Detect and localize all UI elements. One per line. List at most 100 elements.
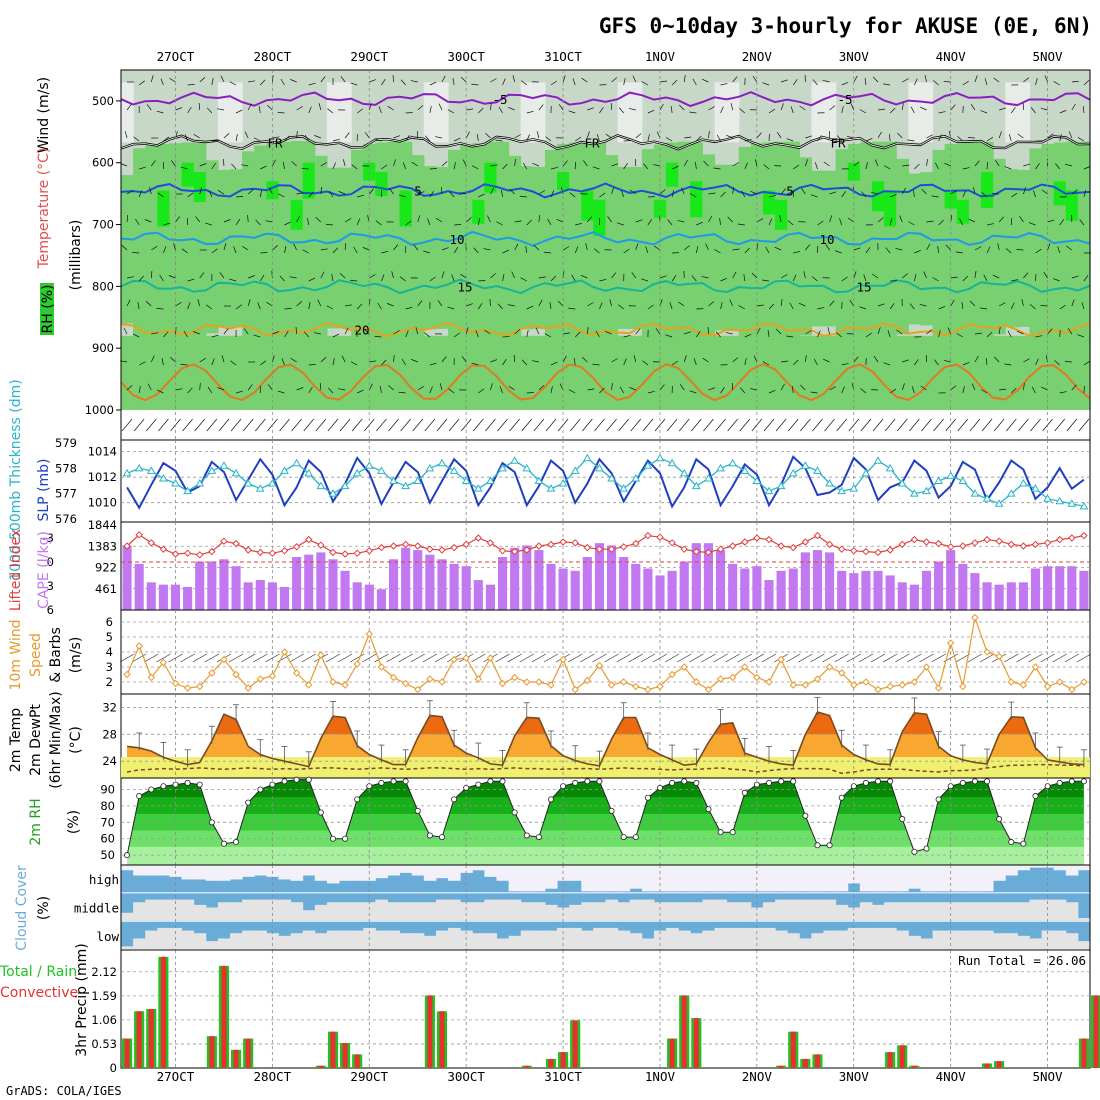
surface-wind-barb (896, 418, 908, 432)
wind-barb (708, 131, 710, 139)
thickness-point (570, 466, 580, 474)
rh-lowlevel (278, 335, 292, 410)
surface-wind-barb (1030, 418, 1041, 432)
precip-conv-bar (342, 1043, 348, 1068)
rh-lowlevel (387, 335, 401, 410)
wind-barb (438, 103, 443, 111)
wind-barb (195, 216, 201, 223)
cape-bar (413, 550, 423, 610)
wind10-tick: 5 (106, 630, 113, 644)
contour-label: FR (267, 135, 283, 150)
cape-bar (510, 547, 520, 610)
wind-barb (883, 362, 891, 366)
wind-barb (296, 106, 303, 111)
wind-barb (971, 383, 976, 391)
cloud-gap (932, 902, 946, 921)
wind-barb (569, 192, 576, 198)
rh-column (738, 146, 752, 343)
wind-barb (1019, 215, 1024, 223)
wind-barb (789, 302, 794, 310)
precip-conv-bar (996, 1061, 1002, 1068)
wind-barb (1082, 106, 1085, 114)
wind-barb (219, 272, 225, 279)
wind-barb (671, 360, 679, 366)
wind-barb (187, 106, 192, 114)
surface-wind-barb (630, 418, 642, 432)
cape-bar (546, 563, 556, 610)
rh-column (242, 151, 255, 340)
wind10-point (220, 655, 228, 664)
wind10-barb (519, 653, 534, 663)
wind-barb (296, 215, 301, 223)
li-point (728, 542, 737, 550)
wind-barb (1059, 304, 1066, 310)
level-label: 800 (92, 279, 114, 293)
cape-bar (485, 584, 495, 610)
wind-barb (732, 357, 739, 363)
li-point (486, 539, 495, 547)
wind-barb (429, 190, 434, 198)
thickness-point (679, 468, 689, 477)
precip-conv-bar (802, 1058, 808, 1068)
wind-barb (1067, 327, 1073, 335)
wind-barb (441, 247, 449, 251)
cloud-gap (399, 933, 413, 949)
cloud-gap (532, 865, 546, 892)
cloud-gap (205, 941, 219, 949)
cloud-gap (714, 899, 728, 921)
li-point (523, 546, 531, 554)
wind-barb (693, 358, 697, 366)
wind-barb (340, 76, 346, 83)
cape-bar (122, 545, 132, 610)
wind-barb (303, 331, 310, 338)
wind-barb (883, 83, 891, 86)
cloud-gap (1077, 918, 1091, 921)
li-point (813, 531, 822, 540)
cape-bar (994, 584, 1004, 610)
cape-bar (570, 570, 580, 610)
thickness-point (280, 466, 289, 474)
wind-barb (149, 187, 152, 195)
cloud-gap (605, 865, 619, 892)
cloud-gap (230, 933, 243, 949)
rh-point (233, 839, 240, 846)
wind-barb (671, 190, 675, 198)
wind-barb (157, 192, 164, 198)
wind-barb (933, 359, 939, 366)
wind-barb (437, 300, 443, 307)
wind-barb (933, 80, 939, 86)
wind-barb (623, 248, 630, 254)
thickness-point (231, 468, 241, 477)
wind10-point (595, 661, 604, 670)
wind-barb (217, 189, 225, 195)
wind-barb (265, 220, 273, 223)
wind-barb (138, 275, 145, 282)
temperature-contour (120, 230, 1091, 247)
wind-barb (163, 136, 170, 142)
thickness-point (195, 479, 205, 487)
wind-barb (193, 133, 200, 139)
rh-point (1044, 783, 1051, 790)
wind-barb (253, 137, 261, 142)
cape-bar (594, 543, 604, 610)
wind-barb (768, 108, 776, 114)
slp-label: SLP (mb) (36, 458, 52, 521)
wind-barb (353, 246, 358, 254)
thickness-point (1031, 484, 1040, 492)
cape-bar (703, 543, 714, 610)
cloud-gap (472, 933, 485, 949)
wind-barb (328, 387, 334, 394)
surface-wind-barb (121, 418, 133, 432)
cloud-gap (980, 930, 994, 949)
wind-barb (1030, 107, 1036, 114)
precip-conv-bar (790, 1031, 796, 1068)
rh-lowlevel (217, 335, 231, 410)
wind10-point (377, 663, 386, 671)
wind-barb (525, 246, 528, 254)
thickness-point (534, 476, 544, 484)
rh-point (269, 781, 276, 788)
thickness-point (849, 484, 859, 492)
cloud-gap (411, 933, 425, 949)
rh-dry-patch (823, 82, 837, 143)
cloud-layer-label: middle (74, 901, 119, 916)
